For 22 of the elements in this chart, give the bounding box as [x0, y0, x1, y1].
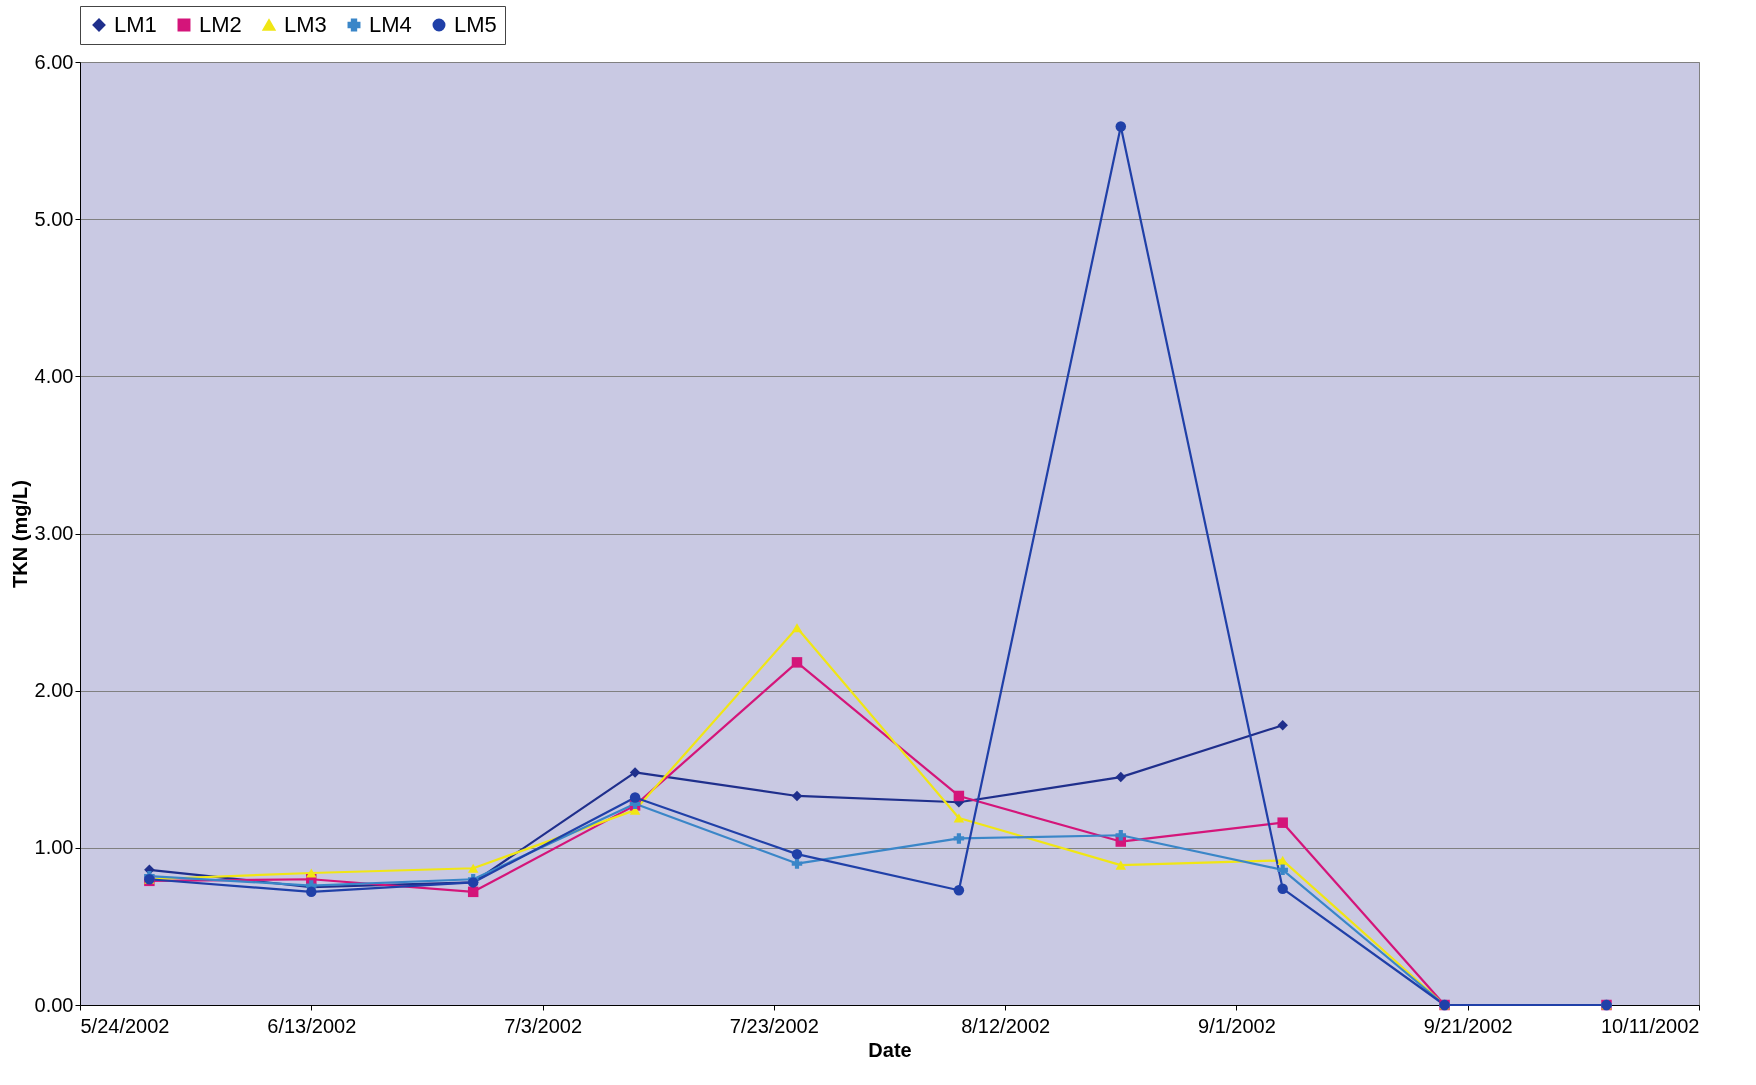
- y-axis-title: TKN (mg/L): [8, 480, 31, 588]
- legend-label: LM5: [454, 12, 497, 37]
- x-tick-label: 7/23/2002: [729, 1014, 819, 1037]
- x-axis-title: Date: [868, 1038, 912, 1061]
- y-tick-label: 2.00: [34, 679, 74, 702]
- y-tick-label: 1.00: [34, 836, 74, 859]
- x-tick-label: 10/11/2002: [1600, 1014, 1700, 1037]
- y-tick-label: 6.00: [34, 50, 74, 73]
- x-tick-label: 5/24/2002: [80, 1014, 170, 1037]
- legend-label: LM4: [369, 12, 412, 37]
- y-tick-label: 3.00: [34, 522, 74, 544]
- legend-label: LM2: [199, 12, 242, 37]
- legend-label: LM3: [284, 12, 327, 37]
- x-tick-label: 9/1/2002: [1198, 1014, 1276, 1037]
- y-tick-label: 0.00: [34, 993, 74, 1016]
- x-tick-label: 6/13/2002: [267, 1014, 357, 1037]
- legend-label: LM1: [114, 12, 157, 37]
- x-tick-label: 8/12/2002: [961, 1014, 1051, 1037]
- y-tick-label: 4.00: [34, 364, 74, 387]
- y-tick-label: 5.00: [34, 207, 74, 230]
- x-tick-label: 7/3/2002: [504, 1014, 582, 1037]
- x-tick-label: 9/21/2002: [1423, 1014, 1513, 1037]
